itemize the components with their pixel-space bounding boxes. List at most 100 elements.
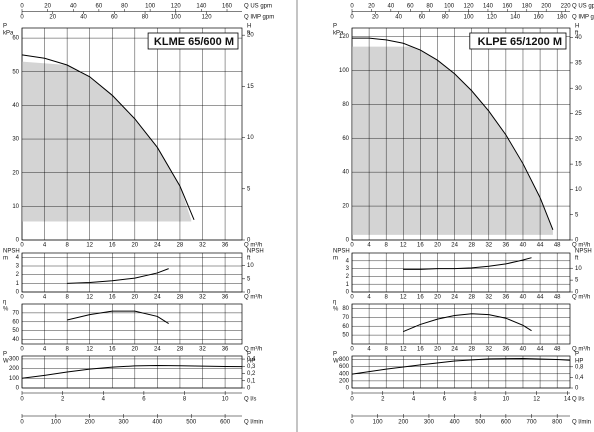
title-box xyxy=(469,32,567,50)
y2-tick-label: 20 xyxy=(247,33,254,39)
top-tick-label: 120 xyxy=(171,4,182,10)
x-axis-label: Q m³/h xyxy=(572,243,590,249)
top-tick-label: 140 xyxy=(483,4,494,10)
x-axis-label: Q m³/h xyxy=(572,347,590,353)
x-tick-label: 0 xyxy=(350,347,354,353)
top-tick-label: 40 xyxy=(387,4,394,10)
top-axis-label: Q IMP gpm xyxy=(244,15,274,21)
y-tick-label: 10 xyxy=(12,204,19,210)
bottom-tick-label: 8 xyxy=(183,397,187,403)
plot-frame xyxy=(21,355,243,389)
x-tick-label: 40 xyxy=(520,295,527,301)
y-tick-label: 80 xyxy=(342,102,349,108)
x-tick-label: 20 xyxy=(434,243,441,249)
y2-tick-label: 10 xyxy=(247,263,254,269)
x-tick-label: 48 xyxy=(554,243,561,249)
x-tick-label: 36 xyxy=(222,295,229,301)
x-tick-label: 20 xyxy=(434,295,441,301)
y-tick-label: 4 xyxy=(346,258,350,264)
top-axis-label: Q US gpm xyxy=(572,4,594,10)
bottom-tick-label: 0 xyxy=(350,420,354,426)
bottom-tick-label: 8 xyxy=(473,397,477,403)
bottom-tick-label: 200 xyxy=(85,420,96,426)
top-tick-label: 180 xyxy=(557,15,568,21)
plot-frame xyxy=(351,252,571,293)
top-tick-label: 120 xyxy=(464,4,475,10)
x-tick-label: 24 xyxy=(154,295,161,301)
y2-axis-label: NPSH xyxy=(575,249,592,255)
bottom-tick-label: 200 xyxy=(398,420,409,426)
x-tick-label: 44 xyxy=(537,243,544,249)
top-tick-label: 160 xyxy=(502,4,513,10)
x-tick-label: 16 xyxy=(417,243,424,249)
top-tick-label: 100 xyxy=(145,4,156,10)
x-axis-label: Q m³/h xyxy=(244,243,262,249)
y2-axis-label: ft xyxy=(247,31,251,37)
x-tick-label: 24 xyxy=(154,243,161,249)
y-tick-label: 0 xyxy=(346,290,350,296)
x-tick-label: 16 xyxy=(109,243,116,249)
y-tick-label: 30 xyxy=(12,137,19,143)
top-tick-label: 120 xyxy=(202,15,213,21)
y-tick-label: 2 xyxy=(16,272,20,278)
title-box xyxy=(147,32,239,50)
y2-tick-label: 10 xyxy=(575,266,582,272)
bottom-tick-label: 600 xyxy=(501,420,512,426)
y-axis-label: kPa xyxy=(333,31,344,37)
top-tick-label: 20 xyxy=(368,4,375,10)
x-tick-label: 32 xyxy=(199,347,206,353)
top-tick-label: 80 xyxy=(142,15,149,21)
y2-tick-label: 15 xyxy=(247,84,254,90)
y-tick-label: 50 xyxy=(12,328,19,334)
x-tick-label: 0 xyxy=(20,347,24,353)
x-axis-label: Q m³/h xyxy=(244,347,262,353)
x-tick-label: 12 xyxy=(86,243,93,249)
top-tick-label: 80 xyxy=(121,4,128,10)
x-tick-label: 4 xyxy=(43,243,47,249)
top-tick-label: 60 xyxy=(407,4,414,10)
panel-title: KLME 65/600 M xyxy=(154,36,234,48)
bottom-tick-label: 0 xyxy=(20,420,24,426)
y-axis-label: NPSH xyxy=(333,249,350,255)
bottom-tick-label: 400 xyxy=(450,420,461,426)
x-tick-label: 0 xyxy=(350,243,354,249)
curve xyxy=(403,313,532,333)
bottom-tick-label: 300 xyxy=(119,420,130,426)
top-tick-label: 0 xyxy=(20,4,24,10)
y-tick-label: 400 xyxy=(339,371,350,377)
x-tick-label: 36 xyxy=(222,243,229,249)
x-tick-label: 12 xyxy=(400,347,407,353)
x-tick-label: 0 xyxy=(350,295,354,301)
top-tick-label: 140 xyxy=(510,15,521,21)
x-tick-label: 40 xyxy=(520,347,527,353)
x-tick-label: 4 xyxy=(367,347,371,353)
y-tick-label: 1 xyxy=(346,282,350,288)
y2-tick-label: 0 xyxy=(247,290,251,296)
x-tick-label: 8 xyxy=(65,295,69,301)
x-tick-label: 28 xyxy=(177,295,184,301)
top-tick-label: 40 xyxy=(80,15,87,21)
y-tick-label: 70 xyxy=(342,315,349,321)
y-axis-label: m xyxy=(3,256,8,262)
y-tick-label: 70 xyxy=(12,310,19,316)
bottom-tick-label: 800 xyxy=(552,420,563,426)
x-tick-label: 20 xyxy=(131,243,138,249)
y2-tick-label: 0 xyxy=(575,386,579,392)
bottom-axis-label: Q l/min xyxy=(244,420,263,426)
x-tick-label: 24 xyxy=(451,243,458,249)
y2-axis-label: H xyxy=(575,24,579,30)
bottom-tick-label: 100 xyxy=(373,420,384,426)
top-tick-label: 160 xyxy=(534,15,545,21)
y2-tick-label: 5 xyxy=(575,278,579,284)
x-tick-label: 40 xyxy=(520,243,527,249)
y-tick-label: 600 xyxy=(339,364,350,370)
y-tick-label: 40 xyxy=(12,103,19,109)
x-tick-label: 12 xyxy=(86,295,93,301)
y-axis-label: P xyxy=(333,352,337,358)
top-tick-label: 0 xyxy=(350,15,354,21)
y2-tick-label: 0,4 xyxy=(247,357,256,363)
curve xyxy=(67,268,169,284)
top-tick-label: 220 xyxy=(561,4,572,10)
y-tick-label: 100 xyxy=(339,68,350,74)
y-tick-label: 50 xyxy=(12,69,19,75)
